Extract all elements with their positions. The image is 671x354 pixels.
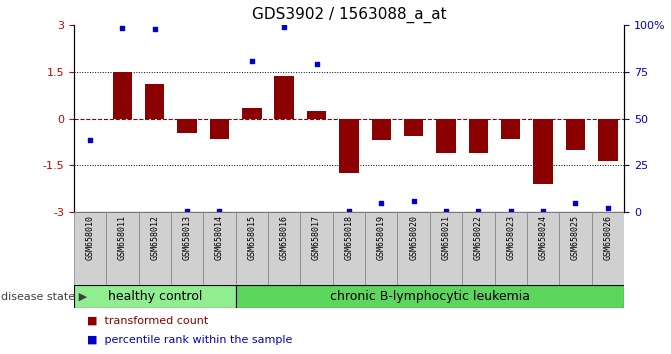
Bar (301, 212, 333, 285)
Point (246, 58, 257, 64)
Point (344, 208, 354, 214)
Text: healthy control: healthy control (107, 290, 202, 303)
Text: GSM658024: GSM658024 (539, 215, 548, 259)
Text: ■  percentile rank within the sample: ■ percentile rank within the sample (87, 335, 293, 345)
Bar (462, 212, 495, 285)
Bar (340, 119, 358, 173)
Text: GSM658021: GSM658021 (442, 215, 450, 259)
Bar (145, 84, 164, 119)
Text: GSM658022: GSM658022 (474, 215, 483, 259)
Point (505, 208, 516, 214)
Text: GSM658020: GSM658020 (409, 215, 418, 259)
Point (473, 208, 484, 214)
Text: GSM658017: GSM658017 (312, 215, 321, 259)
Point (117, 25, 127, 31)
Point (603, 205, 613, 211)
Point (214, 208, 225, 214)
Bar (113, 72, 132, 119)
Bar (560, 212, 592, 285)
Bar (74, 285, 236, 308)
Text: GSM658016: GSM658016 (280, 215, 289, 259)
Bar (533, 119, 553, 184)
Bar (74, 212, 106, 285)
Point (85, 138, 95, 143)
Bar (592, 212, 624, 285)
Bar (365, 212, 397, 285)
Text: chronic B-lymphocytic leukemia: chronic B-lymphocytic leukemia (330, 290, 530, 303)
Bar (333, 212, 365, 285)
Bar (203, 212, 236, 285)
Text: GSM658014: GSM658014 (215, 215, 224, 259)
Bar (436, 119, 456, 153)
Bar (138, 212, 171, 285)
Bar (598, 119, 617, 161)
Title: GDS3902 / 1563088_a_at: GDS3902 / 1563088_a_at (252, 7, 446, 23)
Point (408, 199, 419, 204)
Bar (307, 111, 326, 119)
Bar (468, 119, 488, 153)
Text: GSM658018: GSM658018 (344, 215, 354, 259)
Bar (236, 212, 268, 285)
Text: GSM658026: GSM658026 (603, 215, 613, 259)
Bar (236, 285, 624, 308)
Bar (566, 119, 585, 150)
Point (441, 208, 452, 214)
Bar (106, 212, 138, 285)
Bar (527, 212, 560, 285)
Text: GSM658023: GSM658023 (506, 215, 515, 259)
Bar (501, 119, 521, 139)
Point (537, 208, 548, 214)
Point (279, 24, 290, 30)
Bar (404, 119, 423, 136)
Point (150, 27, 160, 32)
Bar (268, 212, 301, 285)
Bar (242, 108, 262, 119)
Bar (274, 76, 294, 119)
Bar (430, 212, 462, 285)
Text: GSM658015: GSM658015 (248, 215, 256, 259)
Text: GSM658010: GSM658010 (85, 215, 95, 259)
Point (570, 200, 581, 206)
Bar (210, 119, 229, 139)
Text: GSM658013: GSM658013 (183, 215, 192, 259)
Point (311, 61, 322, 67)
Text: GSM658025: GSM658025 (571, 215, 580, 259)
Text: GSM658011: GSM658011 (118, 215, 127, 259)
Text: GSM658019: GSM658019 (377, 215, 386, 259)
Bar (177, 119, 197, 133)
Text: GSM658012: GSM658012 (150, 215, 159, 259)
Bar (397, 212, 430, 285)
Bar (372, 119, 391, 141)
Bar (171, 212, 203, 285)
Text: ■  transformed count: ■ transformed count (87, 315, 209, 325)
Point (376, 200, 386, 206)
Bar (495, 212, 527, 285)
Point (182, 208, 193, 214)
Text: disease state ▶: disease state ▶ (1, 291, 87, 302)
